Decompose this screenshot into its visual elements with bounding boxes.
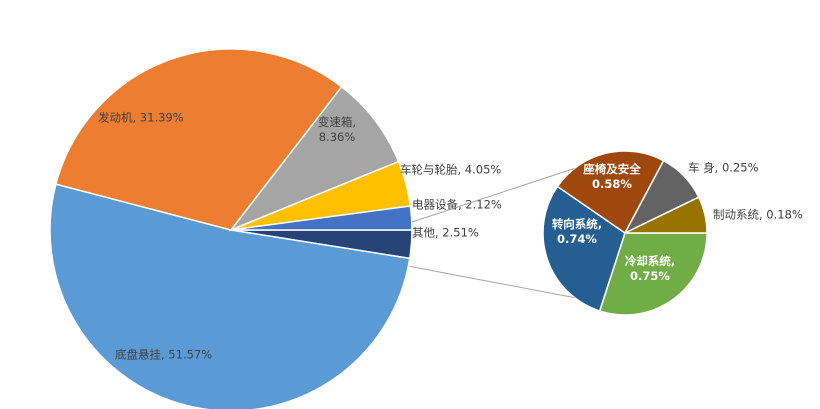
slice-label: 座椅及安全	[582, 162, 641, 176]
slice-label: 车 身, 0.25%	[688, 161, 759, 175]
pie-slice	[556, 150, 665, 235]
slice-label: 发动机, 31.39%	[98, 111, 184, 125]
slice-label: 电器设备, 2.12%	[412, 198, 502, 212]
pie-slice	[542, 185, 626, 312]
connector-line	[409, 265, 575, 299]
pie-slice	[624, 196, 708, 234]
slice-label: 制动系统, 0.18%	[713, 208, 803, 222]
slice-label: 变速箱,	[318, 115, 356, 129]
slice-label: 8.36%	[319, 130, 356, 144]
connector-line	[411, 167, 575, 223]
slice-label: 底盘悬挂, 51.57%	[115, 348, 212, 362]
slice-label: 0.74%	[557, 232, 597, 246]
slice-label: 其他, 2.51%	[412, 226, 479, 240]
pie-slice	[598, 232, 708, 316]
slice-label: 车轮与轮胎, 4.05%	[400, 163, 501, 177]
pie-slice	[49, 183, 411, 409]
pie-slice	[54, 48, 343, 231]
slice-label: 转向系统,	[552, 217, 602, 231]
pie-slice	[228, 85, 400, 232]
slice-label: 冷却系统,	[625, 254, 675, 268]
slice-label: 0.58%	[592, 177, 632, 191]
slice-label: 0.75%	[630, 269, 670, 283]
pie-slice	[230, 205, 413, 231]
